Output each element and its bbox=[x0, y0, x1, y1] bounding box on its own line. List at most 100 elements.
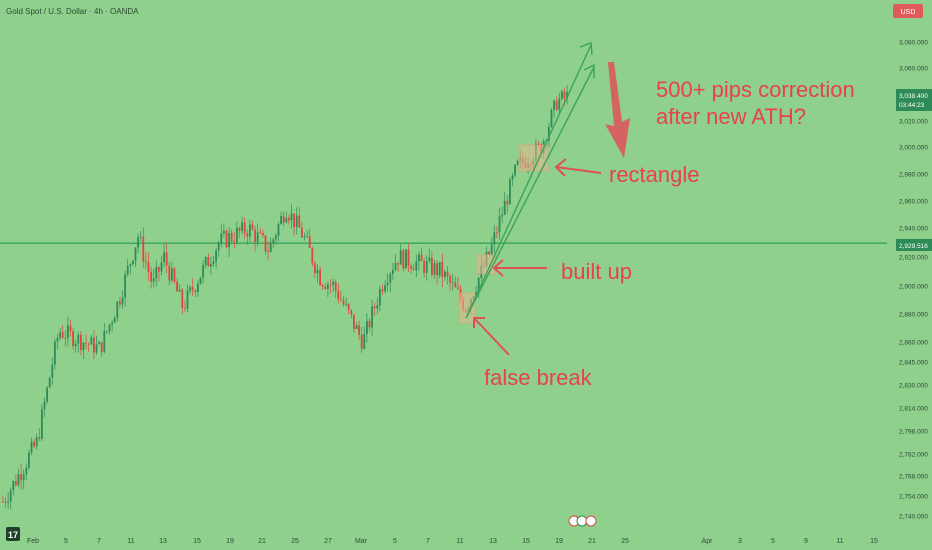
candle-body bbox=[490, 244, 493, 255]
price-tick-label: 2,845.000 bbox=[899, 360, 928, 367]
candle bbox=[285, 211, 288, 224]
candle-body bbox=[262, 233, 264, 236]
candle-body bbox=[56, 337, 59, 342]
candle bbox=[124, 270, 126, 307]
time-tick-label: 11 bbox=[127, 538, 134, 545]
time-tick-label: 3 bbox=[738, 538, 742, 545]
candle-body bbox=[108, 324, 111, 332]
candle bbox=[67, 316, 69, 347]
candle bbox=[129, 263, 132, 275]
candle bbox=[301, 221, 303, 239]
candle bbox=[178, 284, 181, 292]
price-tick-label: 2,754.000 bbox=[899, 494, 928, 501]
candle-body bbox=[475, 292, 477, 297]
false-break-zone[interactable] bbox=[458, 292, 476, 324]
candle-body bbox=[394, 262, 397, 271]
annotation-arrows bbox=[473, 158, 602, 356]
candle bbox=[498, 207, 501, 240]
candle-body bbox=[124, 274, 126, 298]
candle bbox=[93, 330, 95, 360]
candle bbox=[223, 223, 225, 238]
correction-text-line1: 500+ pips correction bbox=[656, 77, 855, 102]
candle bbox=[384, 279, 386, 294]
candle bbox=[212, 255, 215, 267]
candle bbox=[230, 229, 233, 245]
candle bbox=[306, 230, 308, 238]
candle-body bbox=[428, 257, 431, 262]
currency-badge[interactable] bbox=[893, 4, 923, 18]
candle bbox=[51, 357, 54, 385]
candle-body bbox=[111, 322, 113, 325]
price-tick-label: 3,020.000 bbox=[899, 119, 928, 126]
lower-trend-line[interactable] bbox=[465, 66, 595, 319]
economic-event-icons[interactable] bbox=[568, 515, 597, 527]
time-tick-label: 7 bbox=[97, 538, 101, 545]
candle-body bbox=[212, 261, 215, 264]
candle-body bbox=[449, 276, 451, 283]
candle bbox=[132, 260, 134, 267]
candle-body bbox=[147, 262, 150, 272]
candle bbox=[428, 248, 431, 264]
candle-body bbox=[355, 325, 358, 329]
candle bbox=[152, 268, 155, 288]
candle-body bbox=[425, 261, 428, 273]
candle-body bbox=[204, 257, 207, 265]
candle-body bbox=[210, 263, 212, 267]
upper-trend-line[interactable] bbox=[465, 44, 592, 319]
candle bbox=[392, 262, 394, 281]
event-flag-icon[interactable] bbox=[585, 515, 597, 527]
candle bbox=[288, 214, 290, 225]
candle bbox=[394, 254, 397, 271]
candle bbox=[142, 227, 145, 268]
candle bbox=[186, 284, 189, 313]
candle-body bbox=[477, 277, 480, 293]
candle bbox=[511, 172, 514, 186]
candle-body bbox=[48, 377, 51, 388]
candle bbox=[77, 332, 80, 353]
candle bbox=[303, 232, 306, 241]
candle bbox=[197, 279, 199, 297]
candle-body bbox=[353, 314, 355, 329]
time-tick-label: 11 bbox=[456, 538, 463, 545]
time-tick-label: 5 bbox=[393, 538, 397, 545]
candle-body bbox=[121, 297, 124, 305]
candle-body bbox=[82, 342, 85, 350]
candle-body bbox=[558, 98, 561, 110]
time-axis[interactable]: Feb 5 7 11 13 15 19 21 25 27 Mar 5 7 11 13 15 19 21 25 Apr 3… bbox=[27, 538, 878, 545]
candle bbox=[493, 225, 496, 254]
candle bbox=[59, 327, 61, 341]
candle-body bbox=[202, 264, 204, 278]
candle bbox=[423, 257, 425, 279]
candle bbox=[249, 219, 251, 242]
candle-body bbox=[371, 306, 373, 328]
candle bbox=[108, 323, 111, 335]
candle-body bbox=[303, 236, 306, 238]
candle-body bbox=[423, 261, 425, 273]
candle bbox=[113, 316, 116, 323]
candle-body bbox=[306, 236, 308, 238]
candle-body bbox=[493, 232, 496, 245]
candle-body bbox=[275, 235, 277, 240]
price-axis[interactable]: 3,080.000 3,060.000 3,020.000 3,000.000 2,98… bbox=[899, 40, 928, 521]
candle bbox=[514, 163, 516, 178]
candle bbox=[506, 194, 509, 214]
candle-body bbox=[488, 251, 490, 255]
candle-body bbox=[2, 501, 4, 503]
candle-body bbox=[269, 242, 272, 252]
level-price-badge bbox=[896, 239, 932, 251]
built-up-zone[interactable] bbox=[476, 254, 496, 275]
candle-body bbox=[358, 325, 360, 335]
candle bbox=[43, 397, 46, 417]
candle-body bbox=[22, 474, 25, 481]
candle-body bbox=[85, 342, 87, 344]
candle-body bbox=[225, 231, 228, 248]
candle-body bbox=[496, 232, 498, 234]
candle-body bbox=[405, 249, 407, 269]
built-up-arrow-head bbox=[492, 259, 504, 277]
candle bbox=[189, 285, 191, 294]
trend-lines[interactable] bbox=[465, 42, 595, 319]
candle bbox=[199, 277, 202, 285]
